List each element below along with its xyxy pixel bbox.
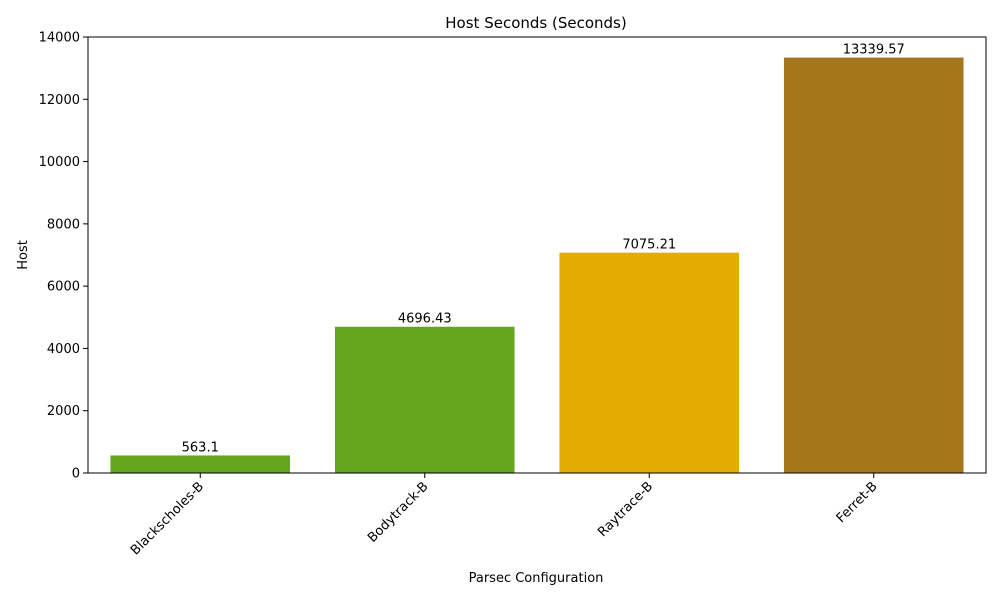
bar-value-label: 563.1 [182,440,219,455]
y-tick-label: 12000 [39,93,80,108]
bar-value-label: 13339.57 [843,43,905,58]
y-tick-label: 2000 [47,404,80,419]
x-tick-label: Ferret-B [834,479,881,526]
x-tick-label: Raytrace-B [595,479,656,540]
y-tick-label: 10000 [39,155,80,170]
y-tick-label: 0 [72,467,80,482]
bar-value-label: 4696.43 [398,312,452,327]
y-tick-label: 14000 [39,31,80,46]
bar [559,252,740,473]
x-axis-title: Parsec Configuration [469,571,604,586]
bar-value-label: 7075.21 [622,238,676,253]
x-tick-label: Bodytrack-B [365,479,432,546]
plot-area: 563.1 4696.43 7075.21 13339.57 0 2000 4000 6000… [39,31,987,558]
y-axis-title: Host [16,240,31,270]
y-tick-label: 8000 [47,217,80,232]
x-tick-label: Blackscholes-B [128,479,207,558]
y-tick-label: 6000 [47,280,80,295]
bar [110,455,291,473]
bar [783,57,964,473]
axes-frame [87,36,987,474]
y-tick-label: 4000 [47,342,80,357]
bar [334,326,515,473]
chart-title: Host Seconds (Seconds) [445,14,626,32]
